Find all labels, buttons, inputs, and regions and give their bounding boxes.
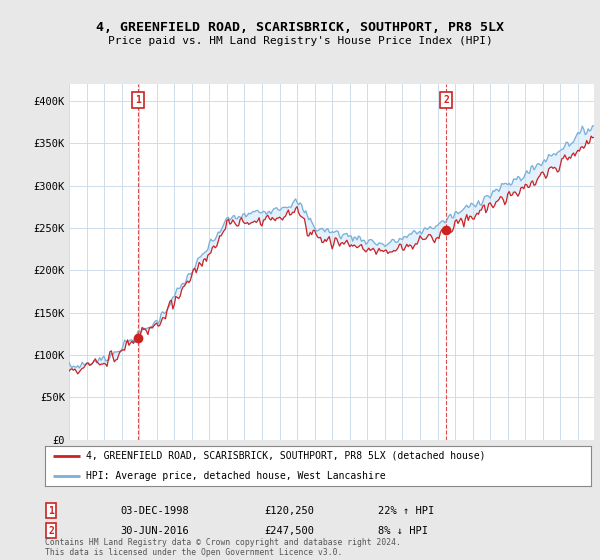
Text: £120,250: £120,250 — [264, 506, 314, 516]
Text: £247,500: £247,500 — [264, 526, 314, 536]
Text: 2: 2 — [48, 526, 54, 536]
Text: 8% ↓ HPI: 8% ↓ HPI — [378, 526, 428, 536]
Text: 1: 1 — [48, 506, 54, 516]
Text: Contains HM Land Registry data © Crown copyright and database right 2024.
This d: Contains HM Land Registry data © Crown c… — [45, 538, 401, 557]
Text: 30-JUN-2016: 30-JUN-2016 — [120, 526, 189, 536]
Text: HPI: Average price, detached house, West Lancashire: HPI: Average price, detached house, West… — [86, 471, 386, 481]
Text: 4, GREENFIELD ROAD, SCARISBRICK, SOUTHPORT, PR8 5LX: 4, GREENFIELD ROAD, SCARISBRICK, SOUTHPO… — [96, 21, 504, 34]
Text: Price paid vs. HM Land Registry's House Price Index (HPI): Price paid vs. HM Land Registry's House … — [107, 36, 493, 46]
Text: 03-DEC-1998: 03-DEC-1998 — [120, 506, 189, 516]
Text: 22% ↑ HPI: 22% ↑ HPI — [378, 506, 434, 516]
Text: 1: 1 — [135, 95, 140, 105]
Text: 2: 2 — [443, 95, 449, 105]
Text: 4, GREENFIELD ROAD, SCARISBRICK, SOUTHPORT, PR8 5LX (detached house): 4, GREENFIELD ROAD, SCARISBRICK, SOUTHPO… — [86, 451, 485, 461]
